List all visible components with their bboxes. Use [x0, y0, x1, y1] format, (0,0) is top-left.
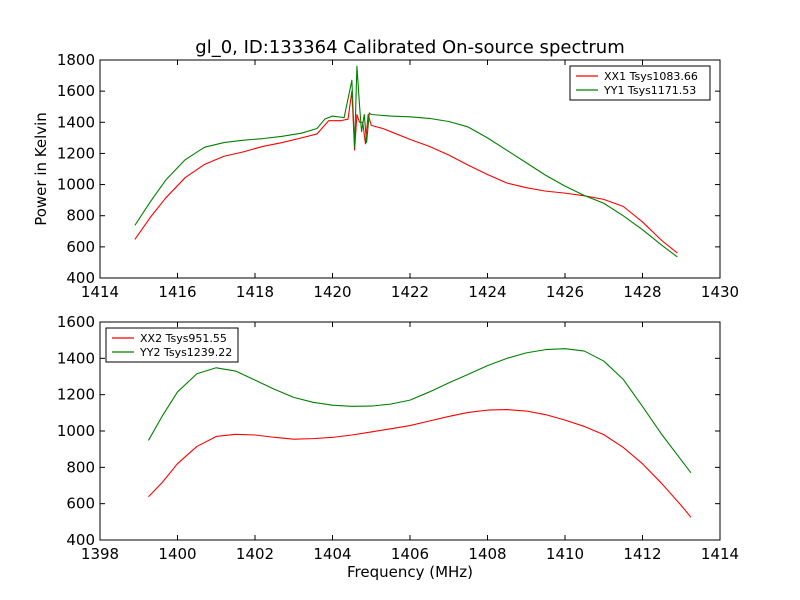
bottom-y-tick-label: 1200: [57, 386, 95, 404]
top-x-tick-label: 1414: [81, 283, 119, 301]
top-x-tick-label: 1418: [236, 283, 274, 301]
top-y-tick-label: 1800: [57, 51, 95, 69]
top-legend: [569, 65, 711, 101]
top-panel: 1414 1416 1418 1420 1422 1424 1426 1428 1430 400 6…: [57, 51, 739, 301]
bottom-x-tick-label: 1400: [158, 545, 196, 563]
bottom-x-tick-label: 1408: [468, 545, 506, 563]
bottom-x-tick-label: 1412: [623, 545, 661, 563]
top-y-tick-label: 1400: [57, 113, 95, 131]
bottom-series-line-2: [147, 348, 692, 474]
bottom-y-tick-label: 600: [66, 495, 95, 513]
bottom-y-tick-label: 400: [66, 531, 95, 549]
top-x-tick-label: 1416: [158, 283, 196, 301]
top-y-tick-label: 400: [66, 269, 95, 287]
bottom-x-tick-label: 1402: [236, 545, 274, 563]
top-x-tick-label: 1420: [313, 283, 351, 301]
top-series-line-2: [134, 65, 678, 258]
bottom-y-tick-label: 1400: [57, 349, 95, 367]
bottom-x-tick-label: 1414: [701, 545, 739, 563]
top-series-line-1: [134, 90, 678, 254]
bottom-x-tick-label: 1398: [81, 545, 119, 563]
bottom-panel: 1398 1400 1402 1404 1406 1408 1410 1412 1414 400 6…: [57, 313, 739, 563]
bottom-x-tick-label: 1406: [391, 545, 429, 563]
bottom-x-axis-label: Frequency (MHz): [347, 563, 473, 581]
top-y-tick-label: 1200: [57, 144, 95, 162]
bottom-y-tick-label: 1600: [57, 313, 95, 331]
bottom-legend: [105, 327, 239, 363]
top-y-tick-label: 1600: [57, 82, 95, 100]
bottom-x-tick-label: 1410: [546, 545, 584, 563]
top-x-tick-label: 1424: [468, 283, 506, 301]
top-y-tick-label: 800: [66, 207, 95, 225]
top-x-tick-label: 1422: [391, 283, 429, 301]
top-legend-label-1: XX1 Tsys1083.66: [604, 70, 698, 83]
chart-title: gl_0, ID:133364 Calibrated On-source spe…: [195, 37, 624, 58]
bottom-y-tick-label: 1000: [57, 422, 95, 440]
top-legend-label-2: YY1 Tsys1171.53: [603, 84, 696, 97]
top-x-tick-label: 1430: [701, 283, 739, 301]
top-y-tick-label: 1000: [57, 176, 95, 194]
bottom-legend-label-2: YY2 Tsys1239.22: [139, 346, 232, 359]
top-x-tick-label: 1428: [623, 283, 661, 301]
bottom-x-tick-label: 1404: [313, 545, 351, 563]
bottom-y-tick-label: 800: [66, 458, 95, 476]
bottom-series-line-1: [148, 409, 692, 518]
bottom-legend-label-1: XX2 Tsys951.55: [140, 332, 227, 345]
top-y-axis-label: Power in Kelvin: [32, 112, 50, 226]
top-y-tick-label: 600: [66, 238, 95, 256]
top-x-tick-label: 1426: [546, 283, 584, 301]
